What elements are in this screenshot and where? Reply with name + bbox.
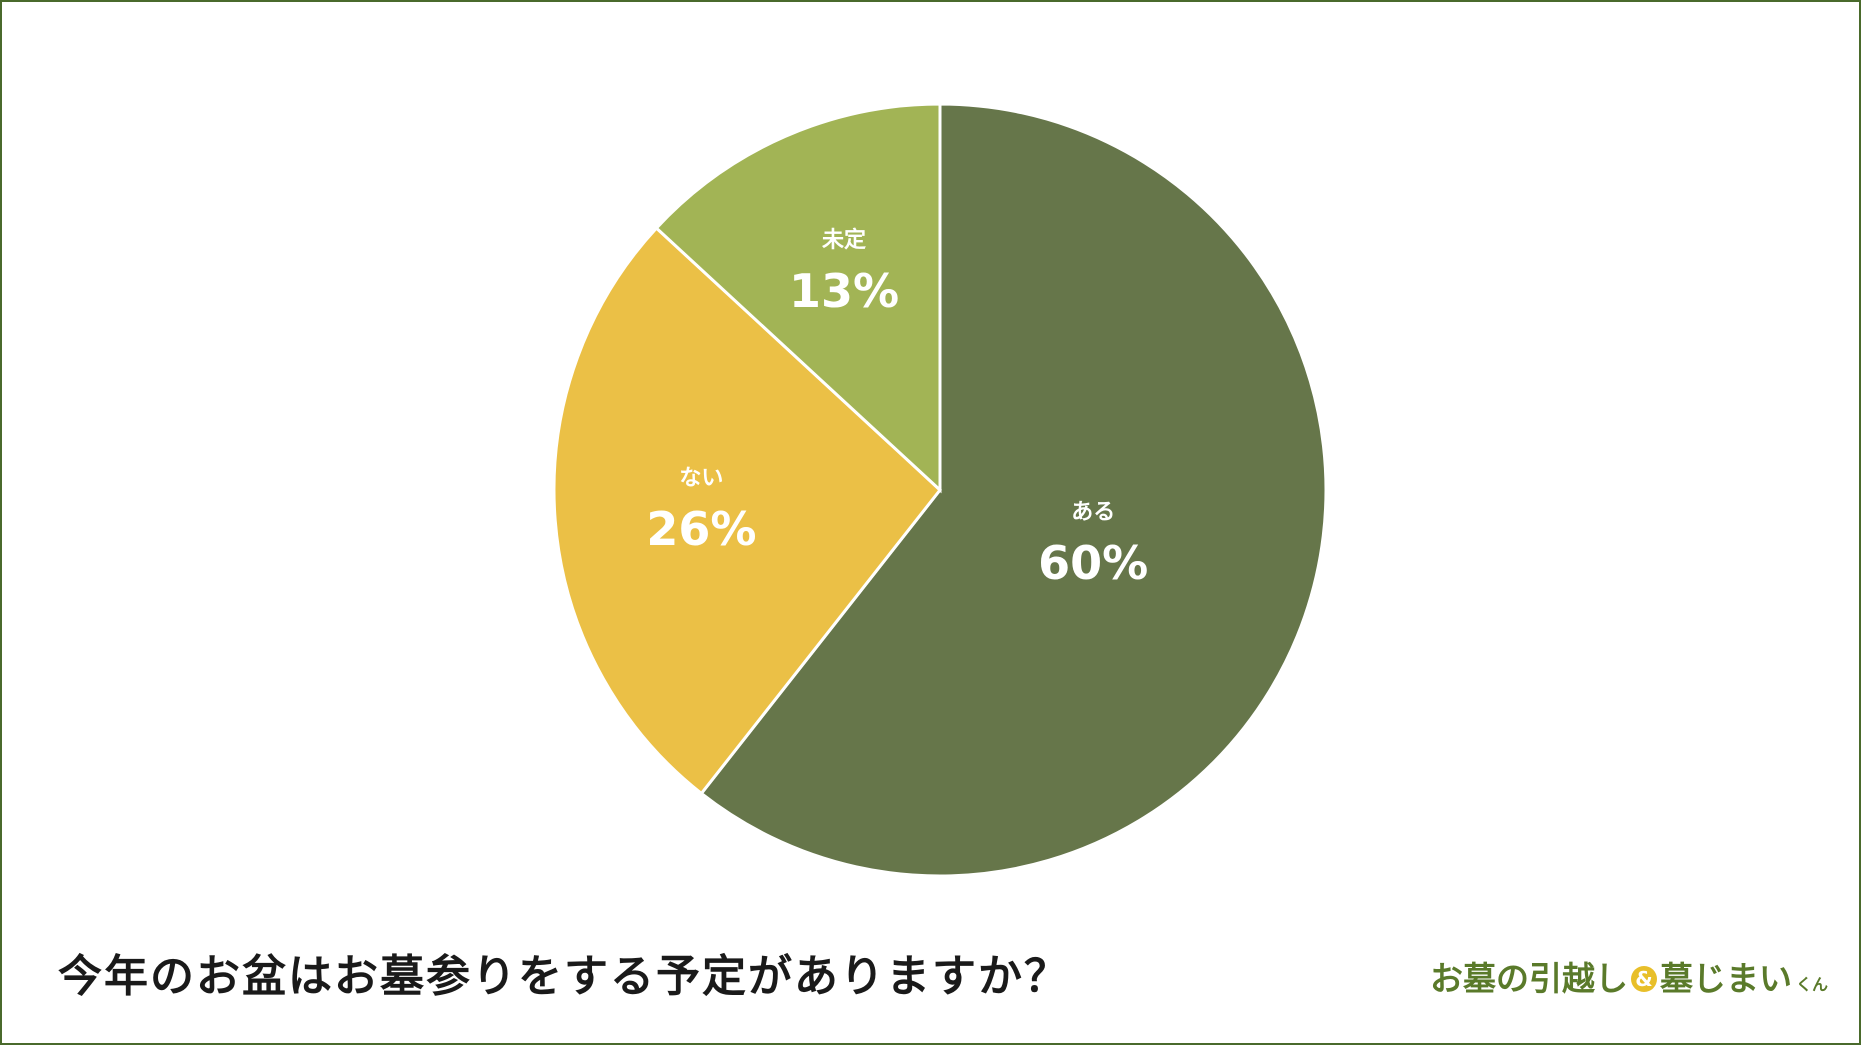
slice-value-2: 13% bbox=[789, 264, 899, 318]
logo-ampersand: & bbox=[1631, 966, 1657, 992]
logo-suffix: くん bbox=[1796, 975, 1829, 994]
slice-label-0: ある bbox=[1071, 500, 1115, 525]
slice-value-0: 60% bbox=[1038, 536, 1148, 590]
pie-slice-2 bbox=[654, 102, 942, 494]
slice-value-1: 26% bbox=[646, 502, 756, 556]
chart-title: 今年のお盆はお墓参りをする予定がありますか？ bbox=[58, 951, 1070, 1002]
pie-slice-1 bbox=[552, 225, 943, 796]
pie-slice-0 bbox=[699, 102, 1328, 878]
logo-text-part1: お墓の引越し bbox=[1430, 959, 1628, 998]
slice-label-1: ない bbox=[679, 466, 723, 491]
slice-label-2: 未定 bbox=[822, 227, 866, 253]
logo-text-part2: 墓じまい bbox=[1660, 959, 1792, 998]
brand-logo: お墓の引越し & 墓じまい くん bbox=[1430, 952, 1828, 1000]
